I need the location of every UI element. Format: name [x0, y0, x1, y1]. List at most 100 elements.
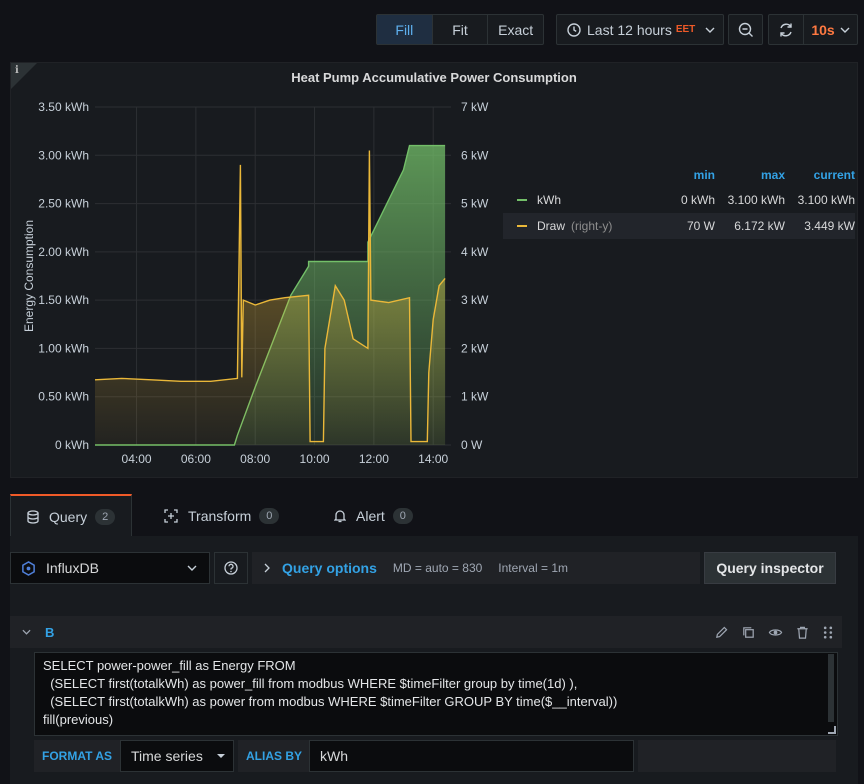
- editor-scrollbar[interactable]: [828, 654, 834, 722]
- series-area-draw: [95, 150, 446, 445]
- chevron-down-icon[interactable]: [22, 629, 31, 635]
- interval-info: Interval = 1m: [498, 561, 568, 575]
- y-right-tick-label: 7 kW: [461, 100, 489, 114]
- x-tick-label: 12:00: [359, 452, 389, 466]
- graph-panel: i Heat Pump Accumulative Power Consumpti…: [10, 62, 858, 478]
- legend-row-draw[interactable]: Draw (right-y) 70 W 6.172 kW 3.449 kW: [503, 213, 855, 239]
- legend-header-current[interactable]: current: [813, 168, 855, 182]
- datasource-help-button[interactable]: [214, 552, 248, 584]
- tab-alert[interactable]: Alert 0: [334, 494, 413, 538]
- query-options-bar[interactable]: Query options MD = auto = 830 Interval =…: [252, 552, 700, 584]
- y-right-tick-label: 4 kW: [461, 245, 489, 259]
- x-tick-label: 14:00: [418, 452, 448, 466]
- legend: min max current kWh 0 kWh 3.100 kWh 3.10…: [503, 163, 855, 239]
- panel-title[interactable]: Heat Pump Accumulative Power Consumption: [291, 70, 577, 85]
- zoom-out-button[interactable]: [728, 14, 763, 45]
- drag-handle-icon[interactable]: [822, 625, 834, 640]
- query-row-header[interactable]: B: [10, 616, 842, 648]
- refresh-interval-picker[interactable]: 10s: [803, 14, 858, 45]
- y-left-tick-label: 2.50 kWh: [38, 197, 89, 211]
- legend-header-max[interactable]: max: [760, 168, 785, 182]
- datasource-picker[interactable]: InfluxDB: [10, 552, 210, 584]
- legend-current: 3.100 kWh: [797, 193, 855, 207]
- tab-transform-label: Transform: [188, 508, 252, 524]
- clock-icon: [567, 22, 581, 37]
- exact-mode-button[interactable]: Exact: [498, 21, 534, 38]
- query-editor-area: InfluxDB Query options MD = auto = 830 I…: [10, 536, 858, 784]
- info-icon: i: [15, 65, 19, 76]
- series-swatch: [517, 225, 527, 227]
- question-circle-icon: [224, 561, 238, 575]
- chevron-down-icon: [187, 565, 197, 571]
- y-left-tick-label: 1.00 kWh: [38, 341, 89, 355]
- legend-min: 0 kWh: [680, 193, 715, 207]
- x-tick-label: 04:00: [122, 452, 152, 466]
- edit-icon[interactable]: [714, 625, 729, 640]
- x-tick-label: 08:00: [240, 452, 270, 466]
- y-left-tick-label: 0 kWh: [55, 438, 89, 452]
- y-axis-label: Energy Consumption: [22, 220, 36, 332]
- format-as-select[interactable]: Time series: [120, 740, 234, 772]
- y-left-tick-label: 3.50 kWh: [38, 100, 89, 114]
- series-swatch: [517, 199, 527, 201]
- y-left-tick-label: 3.00 kWh: [38, 148, 89, 162]
- eye-icon[interactable]: [768, 625, 783, 640]
- tab-alert-label: Alert: [356, 508, 385, 524]
- y-right-tick-label: 0 W: [461, 438, 483, 452]
- tab-transform[interactable]: Transform 0: [164, 494, 280, 538]
- series-line-draw: [94, 150, 446, 443]
- format-as-label: FORMAT AS: [34, 740, 120, 772]
- tab-alert-count: 0: [392, 508, 413, 524]
- influxdb-icon: [21, 560, 36, 576]
- legend-max: 3.100 kWh: [727, 193, 785, 207]
- y-left-tick-label: 0.50 kWh: [38, 390, 89, 404]
- query-row-actions: [714, 625, 834, 640]
- query-options-label[interactable]: Query options: [282, 560, 377, 576]
- tab-query[interactable]: Query 2: [10, 494, 132, 538]
- fit-mode-button[interactable]: Fit: [433, 15, 489, 44]
- legend-min: 70 W: [686, 219, 715, 233]
- resize-handle[interactable]: [828, 726, 836, 734]
- y-right-tick-label: 1 kW: [461, 390, 489, 404]
- alias-filler: [638, 740, 836, 772]
- y-right-tick-label: 6 kW: [461, 148, 489, 162]
- legend-header: min max current: [503, 163, 855, 187]
- chart[interactable]: 0 kWh 0.50 kWh 1.00 kWh 1.50 kWh 2.00 kWh 2.5…: [11, 63, 859, 479]
- chevron-down-icon: [840, 27, 850, 33]
- tab-query-count: 2: [95, 509, 116, 525]
- legend-header-min[interactable]: min: [693, 168, 715, 182]
- chevron-down-icon: [705, 27, 715, 33]
- query-ref-id[interactable]: B: [45, 624, 55, 640]
- query-inspector-button[interactable]: Query inspector: [704, 552, 836, 584]
- datasource-name: InfluxDB: [46, 560, 99, 576]
- caret-down-icon: [217, 754, 225, 758]
- legend-series-name: kWh: [537, 193, 561, 207]
- chevron-right-icon: [264, 563, 270, 573]
- x-tick-label: 10:00: [300, 452, 330, 466]
- y-left-tick-label: 1.50 kWh: [38, 293, 89, 307]
- scale-mode-group: Fill Fit Exact: [376, 14, 544, 45]
- refresh-icon: [778, 22, 794, 38]
- fill-mode-button[interactable]: Fill: [377, 15, 433, 44]
- editor-tabs: Query 2 Transform 0 Alert 0: [10, 494, 858, 538]
- query-text-editor[interactable]: SELECT power-power_fill as Energy FROM (…: [34, 652, 838, 736]
- legend-row-kwh[interactable]: kWh 0 kWh 3.100 kWh 3.100 kWh: [503, 187, 855, 213]
- panel-info-corner[interactable]: i: [11, 63, 37, 89]
- legend-current: 3.449 kW: [804, 219, 855, 233]
- timezone-label: EET: [675, 24, 696, 35]
- trash-icon[interactable]: [795, 625, 810, 640]
- zoom-out-icon: [738, 22, 754, 38]
- legend-max: 6.172 kW: [734, 219, 785, 233]
- y-right-tick-label: 2 kW: [461, 341, 489, 355]
- y-right-tick-label: 3 kW: [461, 293, 489, 307]
- time-range-picker[interactable]: Last 12 hours EET: [556, 14, 724, 45]
- format-as-value: Time series: [131, 748, 203, 764]
- refresh-interval-label: 10s: [811, 21, 835, 38]
- duplicate-icon[interactable]: [741, 625, 756, 640]
- tab-transform-count: 0: [259, 508, 280, 524]
- y-right-tick-label: 5 kW: [461, 197, 489, 211]
- transform-icon: [164, 509, 178, 523]
- tab-query-label: Query: [49, 509, 88, 525]
- alias-by-input[interactable]: kWh: [309, 740, 634, 772]
- refresh-button[interactable]: [768, 14, 804, 45]
